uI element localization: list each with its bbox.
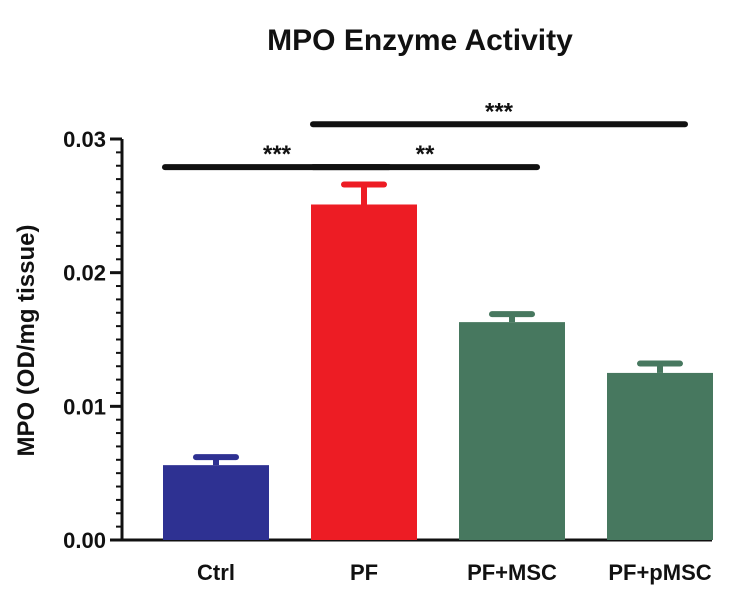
significance-label: *** (263, 141, 292, 168)
y-axis-title: MPO (OD/mg tissue) (13, 224, 40, 456)
y-tick-label: 0.00 (63, 528, 106, 553)
x-category-label: PF+pMSC (608, 560, 711, 585)
significance-label: *** (485, 98, 514, 125)
y-tick-label: 0.02 (63, 261, 106, 286)
y-tick-label: 0.01 (63, 394, 106, 419)
chart-title: MPO Enzyme Activity (267, 24, 573, 57)
bar-ctrl (163, 465, 269, 540)
bar-pf-pmsc (607, 372, 713, 540)
bar-pf-msc (459, 322, 565, 540)
x-category-label: PF+MSC (467, 560, 557, 585)
significance-label: ** (416, 141, 435, 168)
y-tick-label: 0.03 (63, 127, 106, 152)
x-category-label: PF (350, 560, 378, 585)
bar-pf (311, 204, 417, 540)
x-category-label: Ctrl (197, 560, 235, 585)
